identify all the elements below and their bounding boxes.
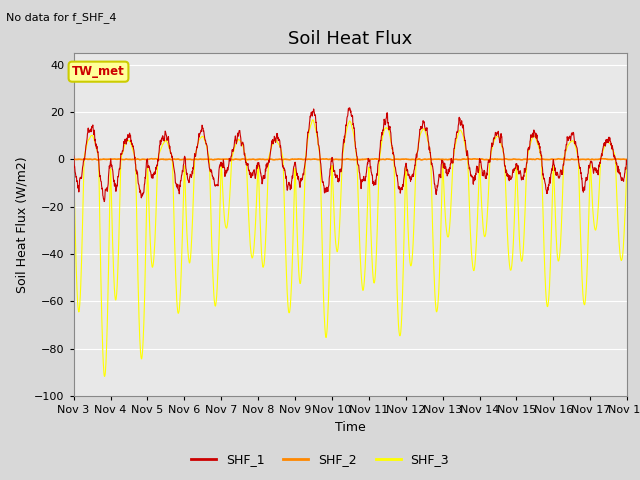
Text: No data for f_SHF_4: No data for f_SHF_4 [6, 12, 117, 23]
Y-axis label: Soil Heat Flux (W/m2): Soil Heat Flux (W/m2) [15, 156, 29, 293]
Legend: SHF_1, SHF_2, SHF_3: SHF_1, SHF_2, SHF_3 [186, 448, 454, 471]
Text: TW_met: TW_met [72, 65, 125, 78]
Title: Soil Heat Flux: Soil Heat Flux [288, 30, 413, 48]
X-axis label: Time: Time [335, 420, 366, 433]
